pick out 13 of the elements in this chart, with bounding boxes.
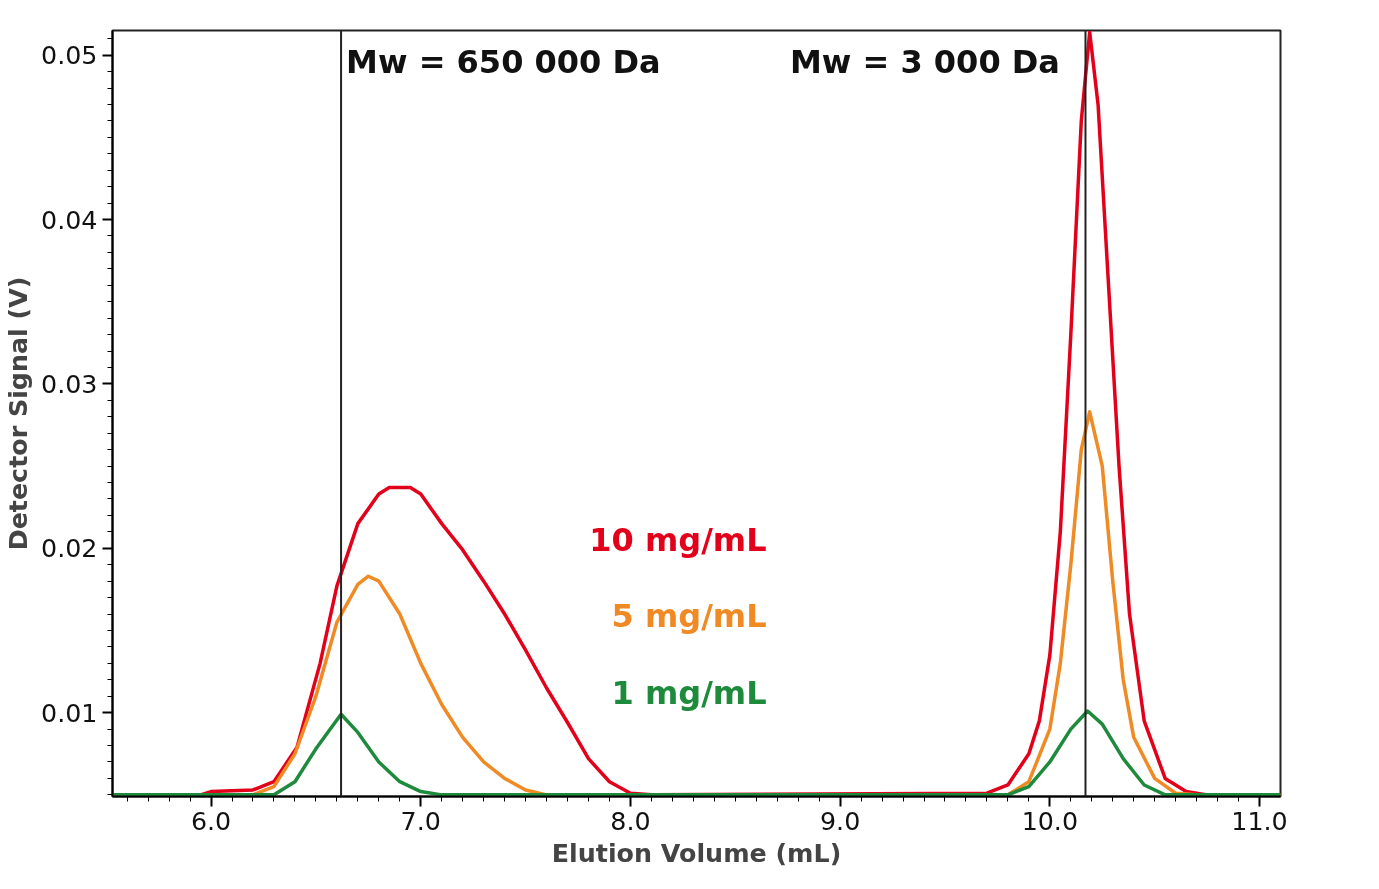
y-tick-label: 0.02 <box>41 533 98 564</box>
x-axis-title: Elution Volume (mL) <box>551 837 842 868</box>
y-axis-title: Detector Signal (V) <box>3 276 34 551</box>
x-tick-label: 6.0 <box>190 805 232 836</box>
x-tick-label: 9.0 <box>820 805 861 836</box>
y-tick-label: 0.05 <box>41 40 98 71</box>
y-tick-label: 0.04 <box>41 204 98 235</box>
x-tick-label: 11.0 <box>1231 805 1288 836</box>
x-tick-label: 8.0 <box>610 805 651 836</box>
y-tick-label: 0.01 <box>41 697 98 728</box>
x-tick-label: 10.0 <box>1021 805 1079 836</box>
y-tick-label: 0.03 <box>41 368 98 399</box>
x-tick-label: 7.0 <box>400 805 441 836</box>
